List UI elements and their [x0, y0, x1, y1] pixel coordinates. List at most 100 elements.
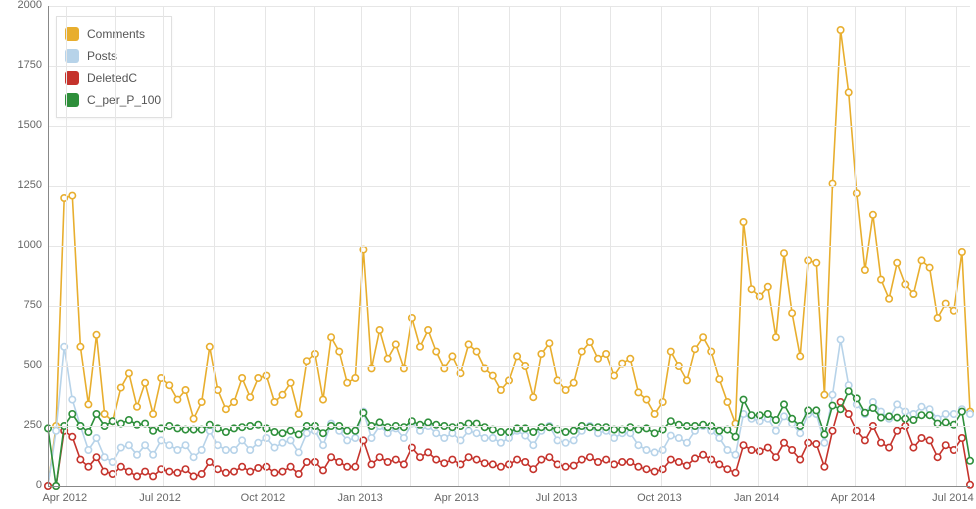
legend-label: Posts [87, 49, 117, 63]
series-marker-cperp [546, 424, 552, 430]
series-marker-deleted [465, 454, 471, 460]
series-marker-posts [821, 440, 827, 446]
series-marker-comments [190, 416, 196, 422]
series-marker-cperp [967, 458, 973, 464]
series-marker-cperp [595, 424, 601, 430]
series-marker-cperp [207, 422, 213, 428]
series-marker-cperp [611, 426, 617, 432]
series-marker-comments [611, 372, 617, 378]
series-marker-comments [93, 332, 99, 338]
series-marker-cperp [821, 431, 827, 437]
series-marker-deleted [449, 456, 455, 462]
series-marker-cperp [635, 426, 641, 432]
series-marker-cperp [255, 422, 261, 428]
legend-item-comments[interactable]: Comments [65, 23, 161, 45]
gridline-v [265, 6, 266, 486]
series-marker-cperp [789, 416, 795, 422]
series-marker-deleted [789, 447, 795, 453]
series-marker-comments [473, 348, 479, 354]
series-marker-comments [465, 341, 471, 347]
series-marker-comments [813, 260, 819, 266]
series-marker-deleted [69, 434, 75, 440]
series-marker-posts [174, 447, 180, 453]
series-marker-cperp [773, 417, 779, 423]
series-marker-comments [150, 411, 156, 417]
series-marker-cperp [239, 424, 245, 430]
legend-item-cperp[interactable]: C_per_P_100 [65, 89, 161, 111]
series-marker-deleted [441, 460, 447, 466]
series-marker-cperp [627, 424, 633, 430]
series-marker-comments [651, 411, 657, 417]
series-marker-comments [530, 394, 536, 400]
series-marker-deleted [425, 449, 431, 455]
series-marker-comments [449, 353, 455, 359]
series-marker-deleted [846, 411, 852, 417]
series-marker-comments [716, 376, 722, 382]
series-marker-cperp [651, 430, 657, 436]
series-marker-deleted [287, 464, 293, 470]
series-marker-cperp [724, 426, 730, 432]
series-marker-deleted [207, 459, 213, 465]
series-marker-comments [320, 396, 326, 402]
y-tick-label: 1250 [18, 179, 42, 191]
series-marker-deleted [255, 465, 261, 471]
series-marker-comments [271, 399, 277, 405]
series-marker-deleted [473, 456, 479, 462]
legend-label: DeletedC [87, 71, 137, 85]
gridline-v [855, 6, 856, 486]
series-marker-deleted [611, 461, 617, 467]
series-marker-cperp [401, 424, 407, 430]
series-marker-cperp [676, 422, 682, 428]
series-marker-comments [433, 348, 439, 354]
series-marker-posts [223, 447, 229, 453]
legend-item-posts[interactable]: Posts [65, 45, 161, 67]
series-marker-posts [150, 452, 156, 458]
series-marker-comments [959, 249, 965, 255]
series-marker-comments [417, 344, 423, 350]
series-marker-posts [967, 411, 973, 417]
series-marker-comments [748, 286, 754, 292]
series-marker-cperp [910, 417, 916, 423]
series-marker-cperp [603, 424, 609, 430]
series-marker-comments [587, 339, 593, 345]
series-marker-cperp [182, 426, 188, 432]
series-marker-deleted [821, 464, 827, 470]
series-marker-cperp [287, 428, 293, 434]
gridline-v-minor [115, 6, 116, 486]
series-marker-comments [393, 341, 399, 347]
series-marker-posts [287, 437, 293, 443]
series-marker-posts [441, 435, 447, 441]
series-marker-posts [69, 396, 75, 402]
gridline-v-minor [807, 6, 808, 486]
y-tick-label: 1750 [18, 59, 42, 71]
y-tick-label: 2000 [18, 0, 42, 11]
series-marker-deleted [514, 456, 520, 462]
series-marker-cperp [862, 410, 868, 416]
series-marker-posts [352, 435, 358, 441]
series-marker-comments [385, 356, 391, 362]
gridline-v-minor [509, 6, 510, 486]
series-marker-posts [837, 336, 843, 342]
series-marker-cperp [352, 428, 358, 434]
legend-item-deleted[interactable]: DeletedC [65, 67, 161, 89]
series-marker-posts [239, 437, 245, 443]
series-marker-comments [304, 358, 310, 364]
series-marker-deleted [546, 454, 552, 460]
series-marker-deleted [748, 447, 754, 453]
series-marker-cperp [433, 422, 439, 428]
series-marker-deleted [182, 466, 188, 472]
series-marker-posts [668, 432, 674, 438]
series-marker-posts [482, 435, 488, 441]
series-marker-posts [465, 428, 471, 434]
series-marker-deleted [417, 454, 423, 460]
y-tick-label: 1500 [18, 119, 42, 131]
series-marker-comments [643, 396, 649, 402]
gridline-v-minor [314, 6, 315, 486]
series-marker-deleted [829, 428, 835, 434]
series-marker-comments [174, 396, 180, 402]
series-marker-cperp [748, 412, 754, 418]
series-marker-comments [894, 260, 900, 266]
series-marker-deleted [886, 444, 892, 450]
series-marker-deleted [878, 440, 884, 446]
series-marker-deleted [401, 461, 407, 467]
